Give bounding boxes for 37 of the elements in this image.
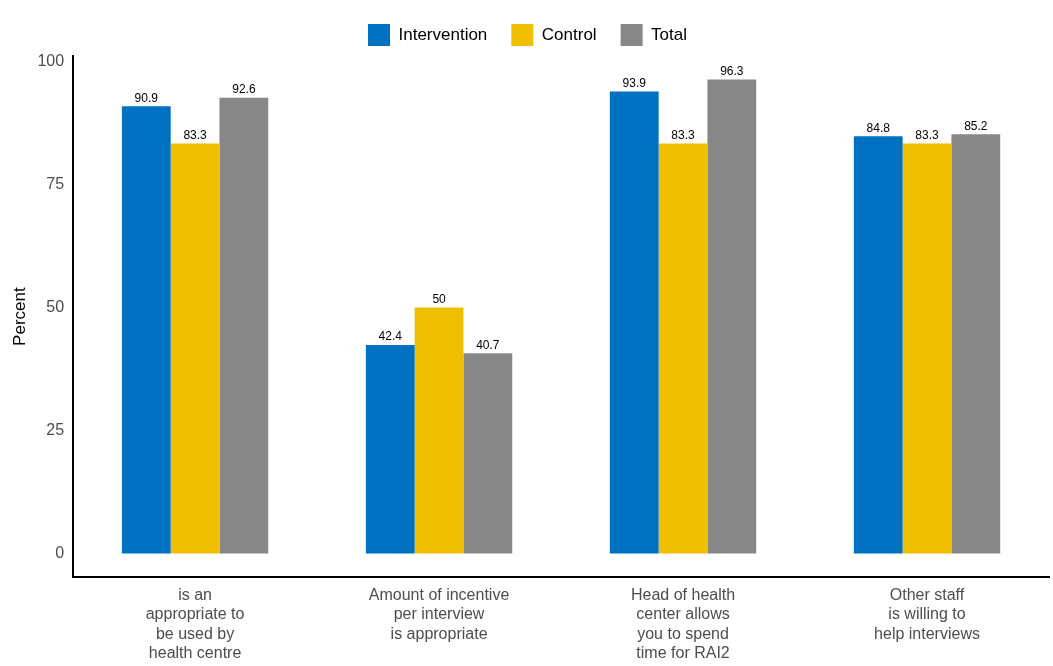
data-label: 40.7 (476, 337, 500, 352)
legend-label: Control (541, 24, 597, 44)
legend-label: Total (651, 24, 688, 44)
x-tick-label: is an appropriate to be used by health centre (145, 586, 245, 661)
y-tick-label: 75 (46, 174, 65, 192)
data-label: 85.2 (964, 118, 988, 133)
data-label: 96.3 (720, 63, 744, 78)
y-tick-label: 25 (46, 420, 65, 438)
data-label: 92.6 (232, 82, 256, 97)
data-label: 90.9 (134, 90, 159, 105)
bar (609, 91, 659, 554)
y-tick-label: 100 (37, 51, 65, 69)
data-label: 83.3 (915, 127, 940, 142)
x-tick-label: Other staff is willing to help interviews (874, 586, 980, 642)
bar (658, 143, 708, 554)
data-label: 83.3 (183, 127, 208, 142)
y-tick-label: 50 (46, 297, 65, 315)
bar (853, 136, 903, 554)
data-label: 50 (432, 291, 447, 306)
bar (365, 344, 415, 554)
bar (414, 307, 464, 554)
bar (219, 97, 269, 554)
data-label: 83.3 (671, 127, 696, 142)
legend-label: Intervention (398, 24, 488, 44)
data-label: 93.9 (622, 75, 647, 90)
bar (707, 79, 757, 554)
bar (463, 353, 513, 554)
bar (902, 143, 952, 554)
bar (170, 143, 220, 554)
x-tick-label: Head of health center allows you to spend time for RAI2 (631, 586, 736, 661)
bar (121, 106, 171, 554)
data-label: 84.8 (866, 120, 891, 135)
y-tick-label: 0 (55, 543, 65, 561)
x-tick-label: Amount of incentive per interview is appropriate (368, 586, 510, 642)
y-axis-title: Percent (9, 287, 29, 346)
bar (951, 134, 1001, 554)
data-label: 42.4 (378, 329, 403, 344)
